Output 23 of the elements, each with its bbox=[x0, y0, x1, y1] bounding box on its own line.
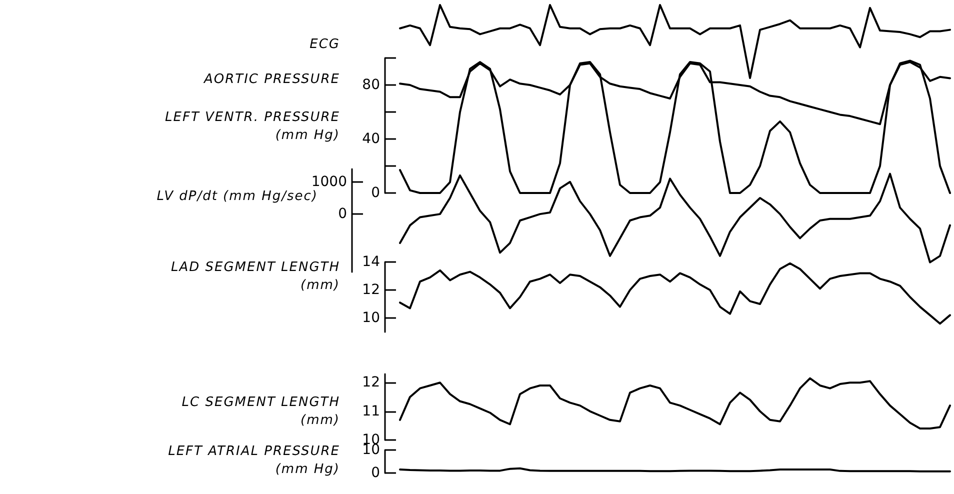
text: LEFT VENTR. PRESSURE bbox=[165, 109, 340, 127]
y-tick-label: 11 bbox=[362, 403, 380, 420]
y-axis-title: LC SEGMENT LENGTH (mm) bbox=[182, 394, 340, 430]
line-series bbox=[399, 262, 951, 325]
line-series bbox=[399, 60, 951, 194]
y-tick-label: 0 bbox=[371, 185, 380, 201]
y-tick-label: 1000 bbox=[311, 174, 347, 190]
line-series bbox=[399, 172, 951, 264]
y-tick-label: 40 bbox=[362, 131, 380, 147]
y-tick-label: 14 bbox=[362, 254, 380, 270]
text: AORTIC PRESSURE bbox=[204, 71, 340, 89]
y-tick-label: 12 bbox=[362, 374, 380, 391]
line-series bbox=[399, 377, 951, 430]
y-axis-title: LEFT ATRIAL PRESSURE (mm Hg) bbox=[168, 443, 340, 479]
y-axis-title: ECG bbox=[310, 36, 340, 54]
y-axis-title: LAD SEGMENT LENGTH (mm) bbox=[170, 259, 340, 295]
y-tick-label: 10 bbox=[362, 310, 380, 326]
y-tick-label: 12 bbox=[362, 282, 380, 298]
y-axis-title: (mm Hg) bbox=[275, 127, 340, 145]
y-tick-label: 0 bbox=[338, 206, 347, 222]
y-tick-label: 0 bbox=[371, 465, 380, 481]
y-tick-label: 80 bbox=[362, 77, 380, 93]
y-axis-title: LV dP/dt (mm Hg/sec) bbox=[156, 188, 318, 206]
